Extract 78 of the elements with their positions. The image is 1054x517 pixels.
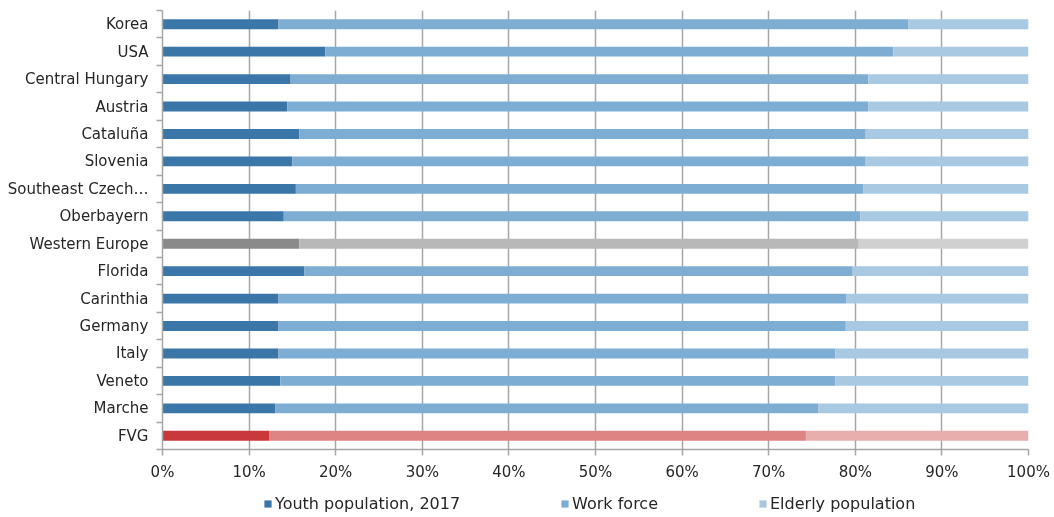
y-tick-label: FVG <box>117 426 149 445</box>
bar <box>845 321 1029 331</box>
bar <box>865 156 1029 167</box>
bar <box>818 403 1029 414</box>
bar <box>283 211 861 222</box>
bar <box>162 430 270 441</box>
y-tick-label: Germany <box>79 317 149 336</box>
bar <box>162 74 291 85</box>
bar <box>278 19 909 30</box>
bar <box>865 129 1029 139</box>
bar <box>162 321 279 331</box>
bar <box>858 238 1029 249</box>
bar <box>162 101 288 112</box>
bar <box>868 74 1029 85</box>
bar <box>835 348 1029 359</box>
x-tick-label: 40% <box>492 462 526 481</box>
y-tick-label: Korea <box>105 15 149 34</box>
bar <box>304 266 853 277</box>
bar <box>162 238 300 249</box>
bar <box>852 266 1029 277</box>
x-tick-label: 50% <box>578 462 613 481</box>
x-tick-label: 20% <box>319 462 353 481</box>
bar <box>162 211 284 222</box>
bar <box>162 375 281 386</box>
y-tick-label: Marche <box>93 399 149 418</box>
y-tick-label: Slovenia <box>84 152 149 171</box>
y-tick-label: Carinthia <box>80 289 149 308</box>
legend-label: Elderly population <box>770 494 916 513</box>
bar <box>162 46 326 57</box>
bar <box>280 375 836 386</box>
bar <box>269 430 806 441</box>
bar <box>162 19 279 30</box>
bar <box>278 293 847 304</box>
legend-label: Work force <box>572 494 658 513</box>
bar <box>835 375 1029 386</box>
bar <box>278 348 836 359</box>
bar <box>299 129 866 139</box>
x-tick-label: 70% <box>752 462 786 481</box>
y-tick-label: Veneto <box>96 371 149 390</box>
bar <box>287 101 869 112</box>
bar <box>868 101 1029 112</box>
y-tick-label: Austria <box>95 97 149 116</box>
y-tick-label: Southeast Czech… <box>7 179 149 198</box>
x-tick-label: 30% <box>405 462 439 481</box>
bar <box>860 211 1029 222</box>
bar <box>292 156 866 167</box>
bar <box>299 238 859 249</box>
x-tick-label: 0% <box>150 462 175 481</box>
bar <box>162 183 296 194</box>
x-tick-label: 80% <box>838 462 872 481</box>
bar <box>863 183 1029 194</box>
bar <box>325 46 894 57</box>
bar <box>162 266 305 277</box>
bar <box>805 430 1029 441</box>
bar <box>846 293 1029 304</box>
x-tick-label: 10% <box>232 462 266 481</box>
y-tick-label: Oberbayern <box>59 207 149 226</box>
bar <box>275 403 819 414</box>
x-tick-label: 100% <box>1007 462 1050 481</box>
bar <box>162 293 279 304</box>
bar <box>278 321 846 331</box>
y-tick-label: Cataluña <box>81 124 149 143</box>
y-tick-label: Florida <box>97 262 149 281</box>
bar <box>162 403 276 414</box>
bar <box>162 156 293 167</box>
bar <box>893 46 1029 57</box>
bar <box>295 183 864 194</box>
x-tick-label: 60% <box>665 462 699 481</box>
bar <box>162 129 300 139</box>
x-tick-label: 90% <box>925 462 959 481</box>
y-tick-label: Italy <box>115 344 149 363</box>
bar <box>290 74 869 85</box>
y-tick-label: Western Europe <box>29 234 149 253</box>
y-tick-label: Central Hungary <box>25 70 149 89</box>
legend-label: Youth population, 2017 <box>275 494 461 513</box>
bar <box>908 19 1029 30</box>
bar <box>162 348 279 359</box>
y-tick-label: USA <box>117 42 150 61</box>
